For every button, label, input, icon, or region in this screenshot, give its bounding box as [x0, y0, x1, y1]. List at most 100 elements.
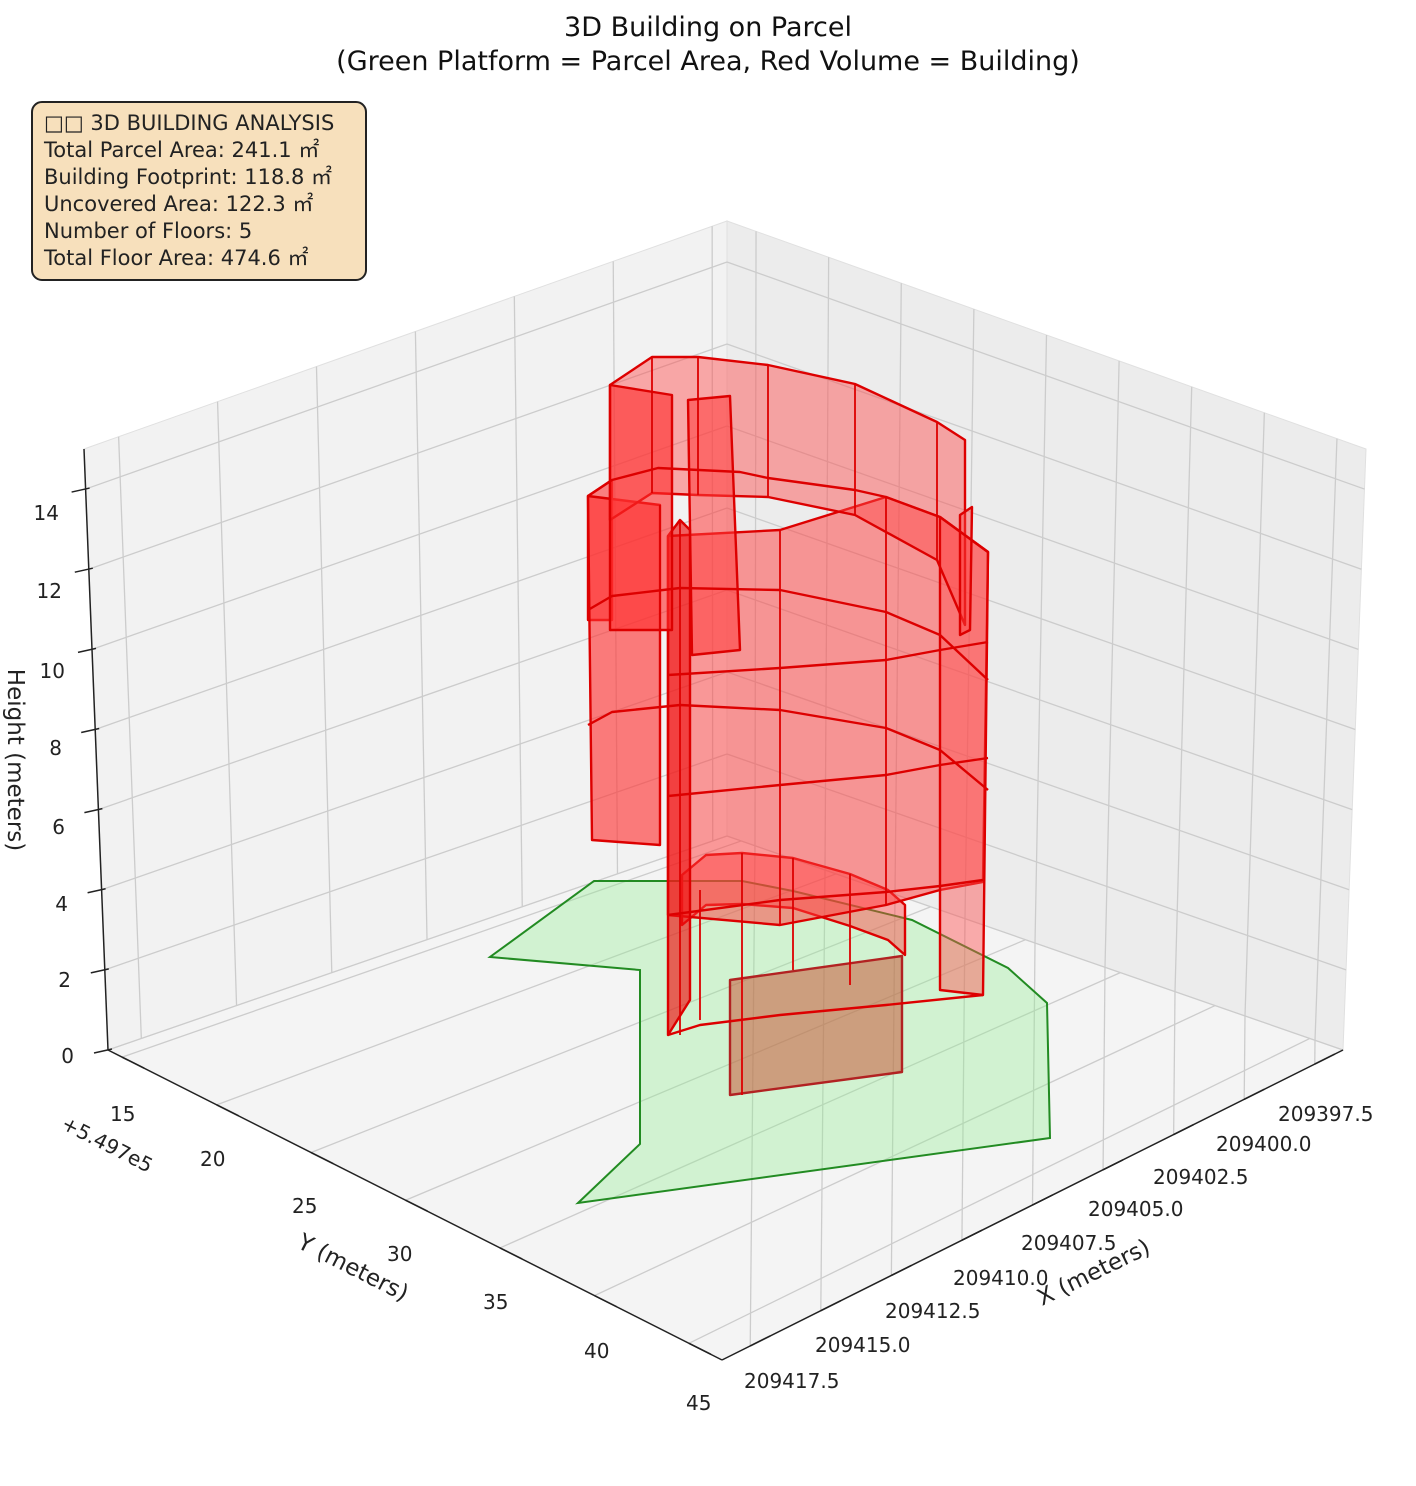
y-grid-line	[315, 366, 333, 973]
x-tick-mark	[891, 1264, 912, 1277]
y-tick-label: 45	[686, 1391, 711, 1415]
x-tick-mark	[1243, 1088, 1265, 1100]
right-fin	[958, 505, 974, 637]
x-grid-line	[1243, 1015, 1246, 1100]
x-grid-line	[1102, 967, 1106, 1170]
y-tick-mark	[310, 1151, 334, 1165]
z-axis-label: Height (meters)	[2, 669, 28, 851]
floor-line-0	[667, 993, 984, 1037]
x-grid-line	[961, 918, 966, 1241]
building-volume	[586, 355, 990, 1097]
info-line: Building Footprint: 118.8 ㎡	[44, 165, 333, 189]
x-tick-mark	[961, 1229, 983, 1241]
info-line: Number of Floors: 5	[44, 219, 253, 243]
z-grid-line	[107, 835, 728, 1051]
y-tick-mark	[121, 1056, 145, 1069]
axis-ticks	[71, 487, 1336, 1355]
x-tick-label: 209400.0	[1216, 1132, 1311, 1156]
z-tick-label: 12	[37, 579, 62, 603]
z-tick-label: 8	[49, 736, 62, 760]
y-grid-line	[310, 906, 931, 1154]
x-tick-label: 209397.5	[1278, 1102, 1373, 1126]
y-tick-mark	[216, 1104, 239, 1117]
info-line: Total Floor Area: 474.6 ㎡	[44, 246, 309, 270]
z-tick-label: 10	[40, 659, 65, 683]
x-tick-label: 209417.5	[744, 1369, 839, 1393]
z-tick-mark	[74, 567, 93, 573]
x-grid-line	[820, 870, 826, 1311]
x-tick-mark	[820, 1300, 842, 1312]
y-tick-label: 20	[200, 1147, 225, 1171]
x-grid-line	[1244, 412, 1265, 1016]
tower-inner-face	[666, 518, 692, 1037]
x-tick-mark	[749, 1335, 771, 1347]
upper-panel	[686, 394, 742, 657]
x-tick-label: 209412.5	[885, 1299, 980, 1323]
z-grid-line	[88, 343, 728, 570]
y-grid-line	[405, 939, 1026, 1201]
y-grid-line	[688, 1037, 1311, 1344]
x-tick-mark	[1032, 1194, 1053, 1206]
x-grid-line	[1174, 386, 1193, 992]
x-grid-line	[1314, 438, 1338, 1041]
x-tick-label: 209415.0	[815, 1333, 910, 1357]
y-grid-line	[594, 1004, 1216, 1297]
y-grid-line	[499, 972, 1121, 1249]
info-line: Total Parcel Area: 241.1 ㎡	[44, 138, 320, 162]
grid-lines	[85, 226, 1365, 1346]
y-tick-label: 15	[110, 1102, 135, 1126]
z-tick-label: 4	[55, 892, 68, 916]
y-axis-label: Y (meters)	[292, 1229, 412, 1307]
y-tick-label: 30	[387, 1242, 412, 1266]
z-tick-label: 14	[34, 501, 59, 525]
x-tick-label: 209410.0	[953, 1266, 1048, 1290]
chart-title: 3D Building on Parcel	[564, 12, 852, 43]
y-offset-label: +5.497e5	[58, 1111, 157, 1177]
z-tick-label: 2	[58, 968, 71, 992]
x-grid-line	[1031, 942, 1036, 1206]
y-grid-line	[513, 296, 523, 907]
z-tick-label: 6	[52, 815, 65, 839]
z-tick-mark	[77, 647, 97, 654]
y-tick-label: 25	[292, 1194, 317, 1218]
y-tick-label: 40	[584, 1339, 609, 1363]
z-tick-mark	[87, 888, 106, 894]
analysis-info-box: □□ 3D BUILDING ANALYSIS Total Parcel Are…	[31, 101, 367, 281]
x-tick-labels: 209397.5 209400.0 209402.5 209405.0 2094…	[744, 1102, 1373, 1393]
x-grid-line	[1104, 360, 1120, 968]
y-grid-line	[117, 436, 142, 1039]
z-tick-mark	[90, 968, 109, 974]
x-tick-label: 209402.5	[1153, 1165, 1248, 1189]
info-heading: □□ 3D BUILDING ANALYSIS	[44, 111, 335, 135]
annex-front-face	[728, 954, 904, 1097]
y-tick-mark	[499, 1247, 523, 1260]
y-tick-labels: 15 20 25 30 35 40 45	[110, 1102, 711, 1415]
z-axis-line	[83, 448, 109, 1051]
x-grid-line	[1034, 334, 1048, 944]
chart-subtitle: (Green Platform = Parcel Area, Red Volum…	[336, 46, 1080, 77]
y-tick-mark	[405, 1199, 428, 1212]
vertical-edges	[651, 357, 941, 1095]
z-tick-label: 0	[61, 1044, 74, 1068]
x-tick-label: 209405.0	[1088, 1197, 1183, 1221]
y-grid-line	[414, 331, 428, 940]
x-tick-label: 209407.5	[1021, 1231, 1116, 1255]
y-grid-line	[121, 840, 742, 1058]
y-tick-mark	[594, 1294, 617, 1308]
z-tick-mark	[84, 807, 103, 814]
x-grid-line	[1172, 991, 1176, 1135]
y-tick-mark	[688, 1342, 712, 1355]
z-tick-mark	[93, 1048, 113, 1054]
x-tick-mark	[1173, 1123, 1194, 1136]
z-tick-mark	[71, 487, 90, 493]
x-tick-mark	[1102, 1159, 1124, 1171]
y-tick-label: 35	[483, 1290, 508, 1314]
z-grid-line	[85, 261, 728, 490]
z-tick-mark	[81, 727, 100, 734]
info-line: Uncovered Area: 122.3 ㎡	[44, 192, 314, 216]
x-tick-mark	[1314, 1053, 1336, 1065]
z-tick-labels: 0 2 4 6 8 10 12 14	[34, 501, 74, 1068]
x-grid-line	[749, 845, 756, 1346]
y-grid-line	[216, 401, 238, 1006]
